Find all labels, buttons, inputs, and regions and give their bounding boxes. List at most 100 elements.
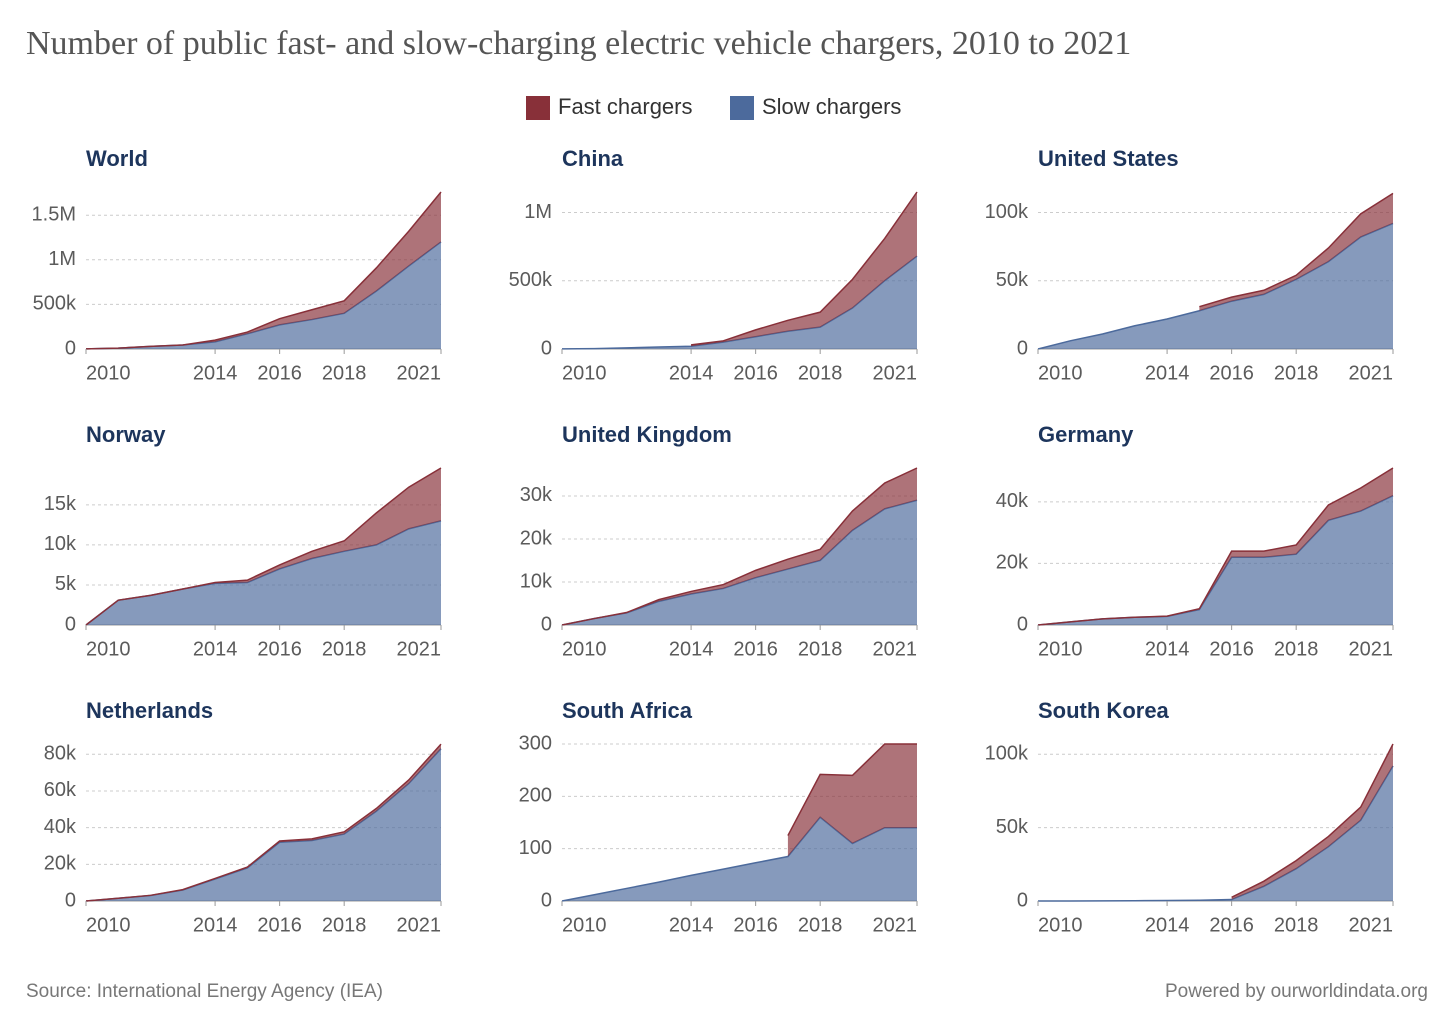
y-tick-label: 15k bbox=[44, 493, 77, 515]
x-tick-label: 2018 bbox=[798, 638, 843, 660]
y-tick-label: 5k bbox=[55, 573, 77, 595]
y-tick-label: 200 bbox=[519, 785, 552, 807]
x-tick-label: 2021 bbox=[873, 362, 918, 384]
area-line bbox=[690, 191, 918, 346]
area-fill bbox=[1038, 495, 1393, 625]
panel-title: China bbox=[562, 146, 624, 171]
x-tick-label: 2010 bbox=[86, 914, 131, 936]
x-tick-label: 2010 bbox=[1038, 914, 1083, 936]
x-tick-label: 2018 bbox=[1274, 362, 1319, 384]
x-tick-label: 2014 bbox=[193, 914, 238, 936]
x-tick-label: 2010 bbox=[1038, 362, 1083, 384]
area-fill bbox=[562, 817, 917, 901]
y-tick-label: 20k bbox=[520, 527, 553, 549]
x-tick-label: 2021 bbox=[873, 638, 918, 660]
y-tick-label: 40k bbox=[44, 816, 77, 838]
panel-title: Norway bbox=[86, 422, 166, 447]
x-tick-label: 2018 bbox=[798, 914, 843, 936]
area-line bbox=[85, 467, 442, 626]
y-tick-label: 1.5M bbox=[32, 203, 76, 225]
area-fill bbox=[1038, 223, 1393, 349]
y-tick-label: 10k bbox=[44, 533, 77, 555]
y-tick-label: 0 bbox=[65, 337, 76, 359]
y-tick-label: 30k bbox=[520, 484, 553, 506]
x-tick-label: 2018 bbox=[322, 638, 367, 660]
x-tick-label: 2016 bbox=[1209, 362, 1254, 384]
area-line bbox=[1199, 192, 1394, 308]
area-line bbox=[561, 467, 918, 626]
x-tick-label: 2021 bbox=[1349, 914, 1394, 936]
panel-title: United Kingdom bbox=[562, 422, 732, 447]
y-tick-label: 0 bbox=[541, 889, 552, 911]
y-tick-label: 0 bbox=[541, 613, 552, 635]
area-fill bbox=[1038, 766, 1393, 901]
area-fill bbox=[86, 520, 441, 625]
x-tick-label: 2021 bbox=[397, 914, 442, 936]
page-title: Number of public fast- and slow-charging… bbox=[26, 25, 1131, 62]
x-tick-label: 2014 bbox=[1145, 914, 1190, 936]
panel-title: Netherlands bbox=[86, 698, 213, 723]
panel-title: United States bbox=[1038, 146, 1179, 171]
x-tick-label: 2016 bbox=[1209, 638, 1254, 660]
y-tick-label: 10k bbox=[520, 570, 553, 592]
x-tick-label: 2010 bbox=[86, 638, 131, 660]
y-tick-label: 0 bbox=[65, 889, 76, 911]
area-line bbox=[1231, 743, 1394, 899]
x-tick-label: 2014 bbox=[669, 914, 714, 936]
x-tick-label: 2014 bbox=[1145, 362, 1190, 384]
y-tick-label: 100k bbox=[985, 743, 1029, 765]
x-tick-label: 2010 bbox=[562, 362, 607, 384]
x-tick-label: 2018 bbox=[1274, 914, 1319, 936]
area-line bbox=[1037, 467, 1394, 626]
y-tick-label: 50k bbox=[996, 816, 1029, 838]
y-tick-label: 300 bbox=[519, 732, 552, 754]
x-tick-label: 2018 bbox=[322, 914, 367, 936]
y-tick-label: 0 bbox=[1017, 889, 1028, 911]
x-tick-label: 2016 bbox=[257, 638, 302, 660]
x-tick-label: 2016 bbox=[733, 914, 778, 936]
area-line bbox=[787, 743, 917, 836]
panel-title: South Africa bbox=[562, 698, 693, 723]
x-tick-label: 2010 bbox=[562, 638, 607, 660]
y-tick-label: 100 bbox=[519, 837, 552, 859]
x-tick-label: 2014 bbox=[669, 638, 714, 660]
x-tick-label: 2014 bbox=[193, 638, 238, 660]
y-tick-label: 20k bbox=[44, 853, 77, 875]
area-fill bbox=[691, 192, 917, 347]
x-tick-label: 2014 bbox=[669, 362, 714, 384]
area-fill bbox=[86, 748, 441, 901]
y-tick-label: 0 bbox=[541, 337, 552, 359]
panel-title: South Korea bbox=[1038, 698, 1170, 723]
x-tick-label: 2016 bbox=[733, 362, 778, 384]
x-tick-label: 2016 bbox=[257, 914, 302, 936]
y-tick-label: 0 bbox=[65, 613, 76, 635]
area-fill bbox=[86, 241, 441, 349]
x-tick-label: 2016 bbox=[257, 362, 302, 384]
x-tick-label: 2010 bbox=[1038, 638, 1083, 660]
x-tick-label: 2021 bbox=[873, 914, 918, 936]
panel-title: World bbox=[86, 146, 148, 171]
y-tick-label: 60k bbox=[44, 779, 77, 801]
x-tick-label: 2018 bbox=[322, 362, 367, 384]
x-tick-label: 2014 bbox=[1145, 638, 1190, 660]
y-tick-label: 1M bbox=[48, 248, 76, 270]
legend-swatch bbox=[526, 96, 550, 120]
y-tick-label: 80k bbox=[44, 743, 77, 765]
x-tick-label: 2018 bbox=[798, 362, 843, 384]
x-tick-label: 2018 bbox=[1274, 638, 1319, 660]
y-tick-label: 1M bbox=[524, 201, 552, 223]
area-fill bbox=[562, 256, 917, 349]
x-tick-label: 2021 bbox=[397, 362, 442, 384]
x-tick-label: 2021 bbox=[1349, 638, 1394, 660]
x-tick-label: 2010 bbox=[562, 914, 607, 936]
legend-label: Fast chargers bbox=[558, 94, 693, 119]
x-tick-label: 2021 bbox=[1349, 362, 1394, 384]
credit: Powered by ourworldindata.org bbox=[1165, 981, 1428, 1002]
legend-label: Slow chargers bbox=[762, 94, 901, 119]
y-tick-label: 0 bbox=[1017, 613, 1028, 635]
y-tick-label: 40k bbox=[996, 490, 1029, 512]
x-tick-label: 2010 bbox=[86, 362, 131, 384]
y-tick-label: 500k bbox=[33, 293, 77, 315]
legend-swatch bbox=[730, 96, 754, 120]
